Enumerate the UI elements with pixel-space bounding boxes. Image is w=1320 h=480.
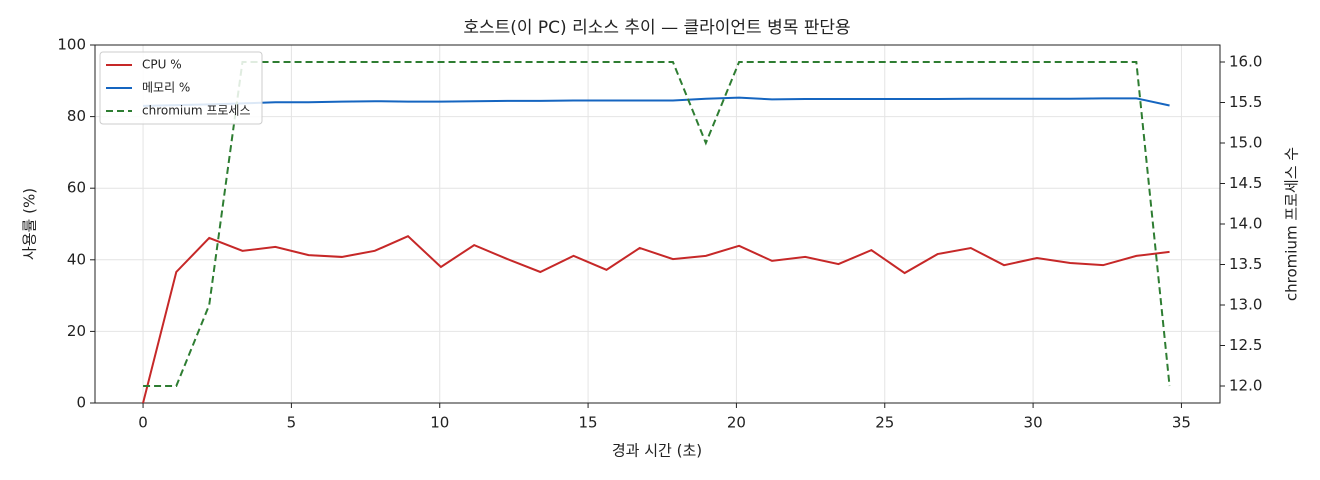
y2-tick-label: 15.0 [1229, 134, 1262, 152]
x-tick-label: 5 [287, 414, 297, 432]
x-axis-label: 경과 시간 (초) [612, 442, 702, 460]
legend-box [99, 51, 263, 125]
legend-label: CPU % [142, 58, 182, 72]
y-tick-label: 40 [67, 250, 86, 268]
y2-tick-label: 13.0 [1229, 295, 1262, 313]
y2-tick-label: 14.0 [1229, 215, 1262, 233]
y2-tick-label: 15.5 [1229, 93, 1262, 111]
series-line [142, 234, 1170, 404]
y2-tick-label: 16.0 [1229, 53, 1262, 71]
x-tick-label: 20 [727, 414, 746, 432]
y2-tick-label: 14.5 [1229, 174, 1262, 192]
y-tick-label: 100 [57, 36, 86, 54]
x-tick-label: 30 [1024, 414, 1043, 432]
y-tick-label: 80 [67, 107, 86, 125]
y2-tick-label: 13.5 [1229, 255, 1262, 273]
plot-frame [94, 44, 1221, 404]
legend-label: 메모리 % [142, 81, 190, 95]
chart-title: 호스트(이 PC) 리소스 추이 — 클라이언트 병목 판단용 [463, 18, 850, 38]
x-tick-label: 15 [579, 414, 598, 432]
y-tick-label: 0 [76, 394, 86, 412]
y2-tick-label: 12.5 [1229, 336, 1262, 354]
y-tick-label: 20 [67, 322, 86, 340]
y-axis-label: 사용률 (%) [21, 188, 39, 260]
y2-tick-label: 12.0 [1229, 376, 1262, 394]
legend-label: chromium 프로세스 [142, 104, 251, 118]
y-tick-label: 60 [67, 179, 86, 197]
x-tick-label: 0 [138, 414, 148, 432]
x-tick-label: 35 [1172, 414, 1191, 432]
series-line [143, 96, 1170, 107]
x-tick-label: 25 [875, 414, 894, 432]
x-tick-label: 10 [430, 414, 449, 432]
series-line [143, 61, 1171, 387]
y2-axis-label: chromium 프로세스 수 [1283, 147, 1301, 301]
